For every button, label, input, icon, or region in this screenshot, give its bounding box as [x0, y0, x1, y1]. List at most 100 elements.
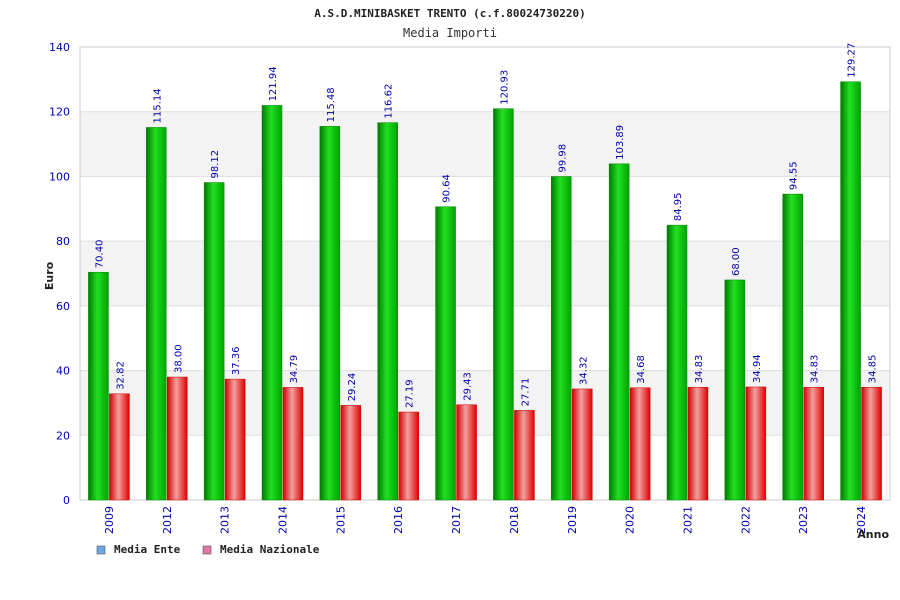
x-tick-label: 2023 — [797, 506, 810, 534]
data-label: 90.64 — [442, 174, 453, 203]
y-tick-label: 20 — [56, 429, 70, 442]
bar-media-nazionale[interactable] — [745, 386, 767, 501]
y-tick-label: 60 — [56, 300, 70, 313]
x-tick-label: 2020 — [624, 506, 637, 534]
y-tick-label: 100 — [49, 170, 70, 183]
x-tick-label: 2016 — [392, 506, 405, 534]
data-label: 27.19 — [405, 379, 416, 408]
legend-label-media-nazionale: Media Nazionale — [220, 543, 320, 556]
grid-band — [80, 47, 890, 112]
legend-label-media-ente: Media Ente — [114, 543, 181, 556]
data-label: 116.62 — [384, 84, 395, 119]
x-tick-label: 2014 — [277, 506, 290, 534]
data-label: 37.36 — [231, 346, 242, 375]
data-label: 120.93 — [499, 70, 510, 105]
legend: Media Ente Media Nazionale — [96, 543, 320, 556]
grid-band — [80, 435, 890, 500]
bar-media-ente[interactable] — [319, 126, 341, 501]
data-label: 34.79 — [289, 355, 300, 384]
data-label: 121.94 — [268, 66, 279, 101]
x-tick-label: 2009 — [103, 506, 116, 534]
legend-swatch-media-ente — [96, 545, 106, 555]
data-label: 29.24 — [347, 373, 358, 402]
data-label: 34.94 — [752, 354, 763, 383]
chart-subtitle: Media Importi — [403, 26, 497, 40]
data-label: 98.12 — [210, 150, 221, 179]
bar-media-ente[interactable] — [666, 224, 688, 501]
bar-media-ente[interactable] — [261, 105, 283, 501]
y-tick-label: 40 — [56, 365, 70, 378]
y-tick-label: 0 — [63, 494, 70, 507]
x-tick-label: 2024 — [855, 506, 868, 534]
x-tick-label: 2015 — [334, 506, 347, 534]
bar-media-ente[interactable] — [551, 176, 572, 501]
data-label: 34.85 — [868, 355, 879, 384]
bar-media-nazionale[interactable] — [398, 411, 419, 501]
y-tick-label: 140 — [49, 41, 70, 54]
data-label: 115.14 — [152, 88, 163, 123]
bar-media-ente[interactable] — [88, 271, 109, 501]
data-label: 129.27 — [847, 43, 858, 78]
grid-band — [80, 241, 890, 306]
bar-media-nazionale[interactable] — [167, 376, 188, 501]
data-label: 68.00 — [731, 247, 742, 276]
grid-band — [80, 176, 890, 242]
bars — [88, 81, 882, 501]
bar-media-ente[interactable] — [608, 163, 630, 501]
data-label: 34.32 — [578, 356, 589, 385]
x-tick-label: 2019 — [566, 506, 579, 534]
bar-media-ente[interactable] — [377, 122, 398, 501]
legend-item-media-ente[interactable]: Media Ente — [96, 543, 181, 556]
data-label: 34.68 — [636, 355, 647, 384]
x-tick-label: 2012 — [161, 506, 174, 534]
x-tick-label: 2013 — [219, 506, 232, 534]
bar-media-ente[interactable] — [146, 127, 167, 501]
grid-band — [80, 305, 890, 371]
bar-media-nazionale[interactable] — [861, 386, 882, 501]
x-tick-label: 2021 — [682, 506, 695, 534]
data-label: 34.83 — [694, 355, 705, 384]
data-label: 70.40 — [94, 240, 105, 269]
bar-media-nazionale[interactable] — [803, 387, 824, 501]
bar-media-ente[interactable] — [782, 193, 803, 501]
data-label: 115.48 — [326, 87, 337, 122]
grid-band — [80, 111, 890, 177]
bar-media-nazionale[interactable] — [572, 388, 593, 501]
y-tick-label: 120 — [49, 106, 70, 119]
x-axis-ticks: 2009 2012 2013 2014 2015 2016 2017 2018 2019 2020… — [103, 506, 868, 534]
x-axis-label: Anno — [857, 528, 889, 541]
x-tick-label: 2017 — [450, 506, 463, 534]
plot-frame — [79, 46, 891, 501]
x-tick-label: 2018 — [508, 506, 521, 534]
data-label: 27.71 — [520, 378, 531, 407]
bar-media-ente[interactable] — [435, 206, 456, 501]
bar-media-nazionale[interactable] — [456, 404, 477, 501]
bar-media-ente[interactable] — [724, 279, 746, 501]
bar-media-nazionale[interactable] — [282, 387, 304, 501]
y-axis-label: Euro — [43, 261, 56, 290]
data-label: 38.00 — [173, 344, 184, 373]
data-label: 99.98 — [557, 144, 568, 173]
data-label: 34.83 — [810, 355, 821, 384]
data-label: 29.43 — [463, 372, 474, 401]
legend-item-media-nazionale[interactable]: Media Nazionale — [202, 543, 320, 556]
grid-bands — [80, 47, 890, 500]
legend-swatch-media-nazionale — [202, 545, 212, 555]
x-tick-label: 2022 — [739, 506, 752, 534]
bar-media-ente[interactable] — [493, 108, 514, 501]
data-label: 103.89 — [615, 125, 626, 160]
bar-media-nazionale[interactable] — [109, 393, 130, 501]
data-labels: 70.40 32.82 115.14 38.00 98.12 37.36 121.94 34.… — [94, 43, 878, 408]
bar-media-nazionale[interactable] — [514, 410, 535, 501]
y-axis-ticks: 0 20 40 60 80 100 120 140 — [49, 41, 70, 507]
y-tick-label: 80 — [56, 235, 70, 248]
bar-media-nazionale[interactable] — [224, 378, 246, 501]
data-label: 84.95 — [673, 192, 684, 221]
bar-media-ente[interactable] — [840, 81, 861, 501]
bar-media-nazionale[interactable] — [629, 387, 651, 501]
bar-media-nazionale[interactable] — [687, 387, 709, 501]
bar-media-nazionale[interactable] — [340, 405, 362, 501]
bar-media-ente[interactable] — [203, 182, 225, 501]
